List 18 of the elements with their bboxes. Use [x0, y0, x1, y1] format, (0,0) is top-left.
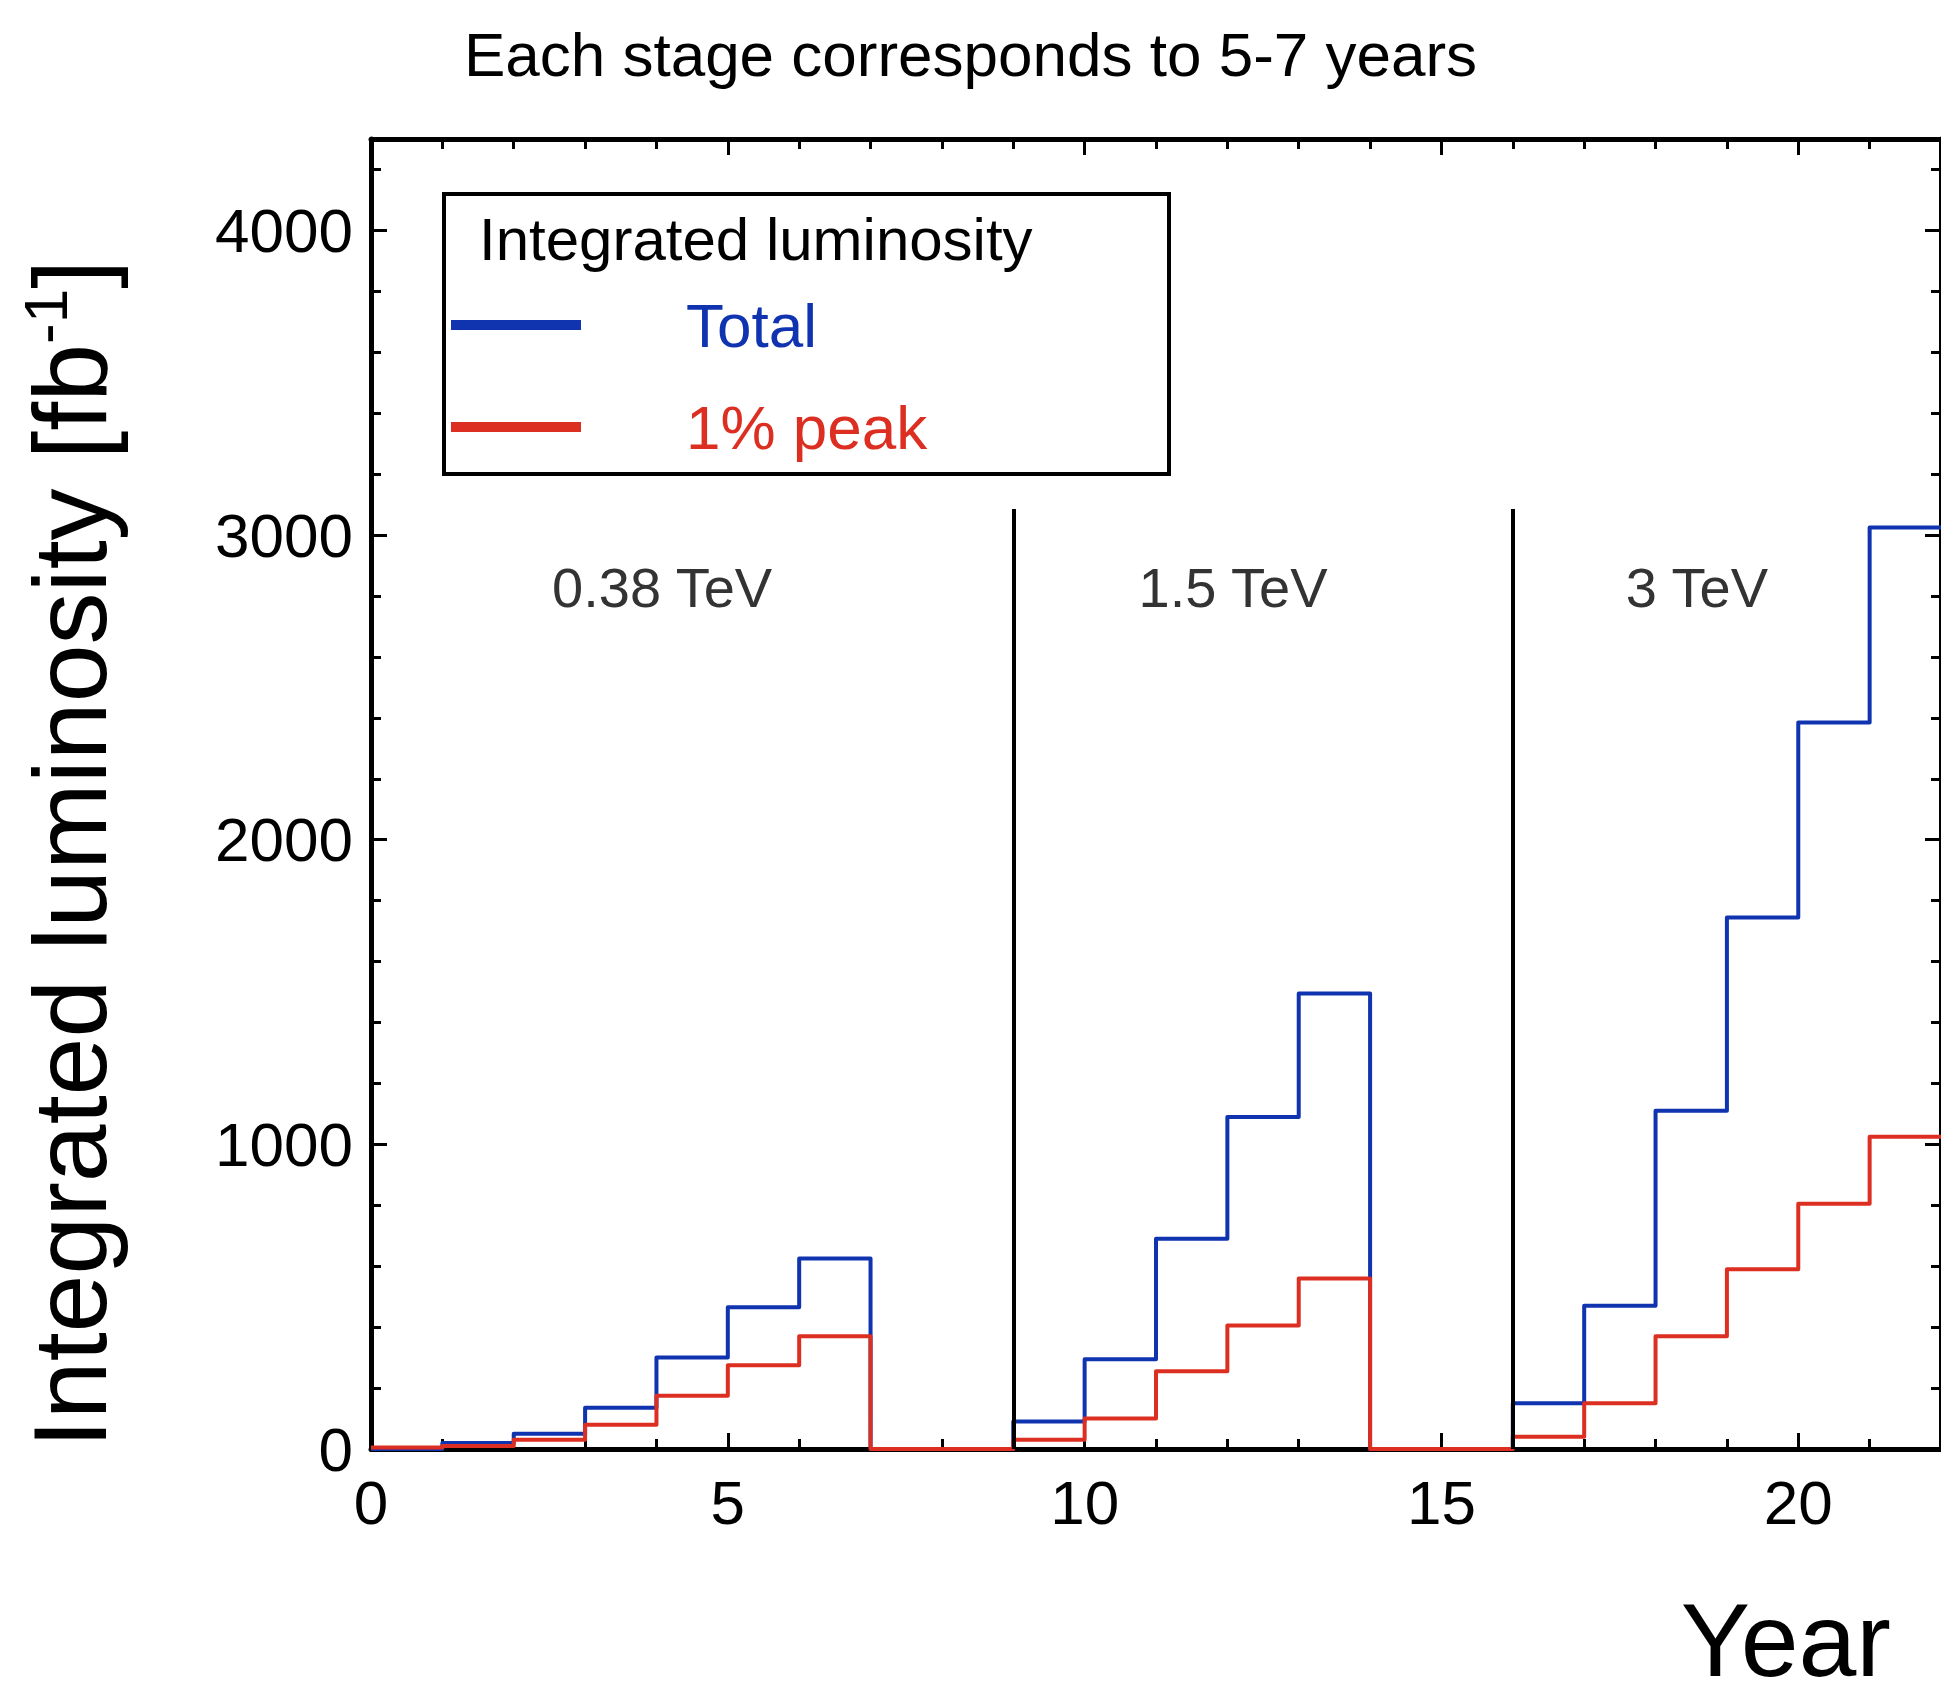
x-tick-label: 20 — [1763, 1467, 1833, 1537]
x-axis-title: Year — [1680, 1582, 1892, 1698]
annotation: 1.5 TeV — [1138, 555, 1329, 619]
y-tick-label: 1000 — [215, 1109, 353, 1179]
annotation: 0.38 TeV — [552, 555, 773, 619]
y-tick-label: 4000 — [215, 195, 353, 265]
legend-label: Total — [686, 290, 817, 360]
legend-label: 1% peak — [686, 392, 929, 462]
legend-title: Integrated luminosity — [479, 205, 1033, 273]
annotation: 3 TeV — [1625, 555, 1769, 619]
x-tick-label: 5 — [710, 1467, 746, 1537]
x-tick-label: 15 — [1406, 1467, 1476, 1537]
y-tick-label: 0 — [318, 1414, 353, 1484]
y-tick-label: 2000 — [215, 805, 353, 875]
x-tick-label: 10 — [1050, 1467, 1120, 1537]
y-axis-title: Integrated luminosity [fb-1] — [10, 259, 128, 1449]
y-tick-label: 3000 — [215, 500, 353, 570]
chart-title: Each stage corresponds to 5-7 years — [463, 19, 1478, 89]
